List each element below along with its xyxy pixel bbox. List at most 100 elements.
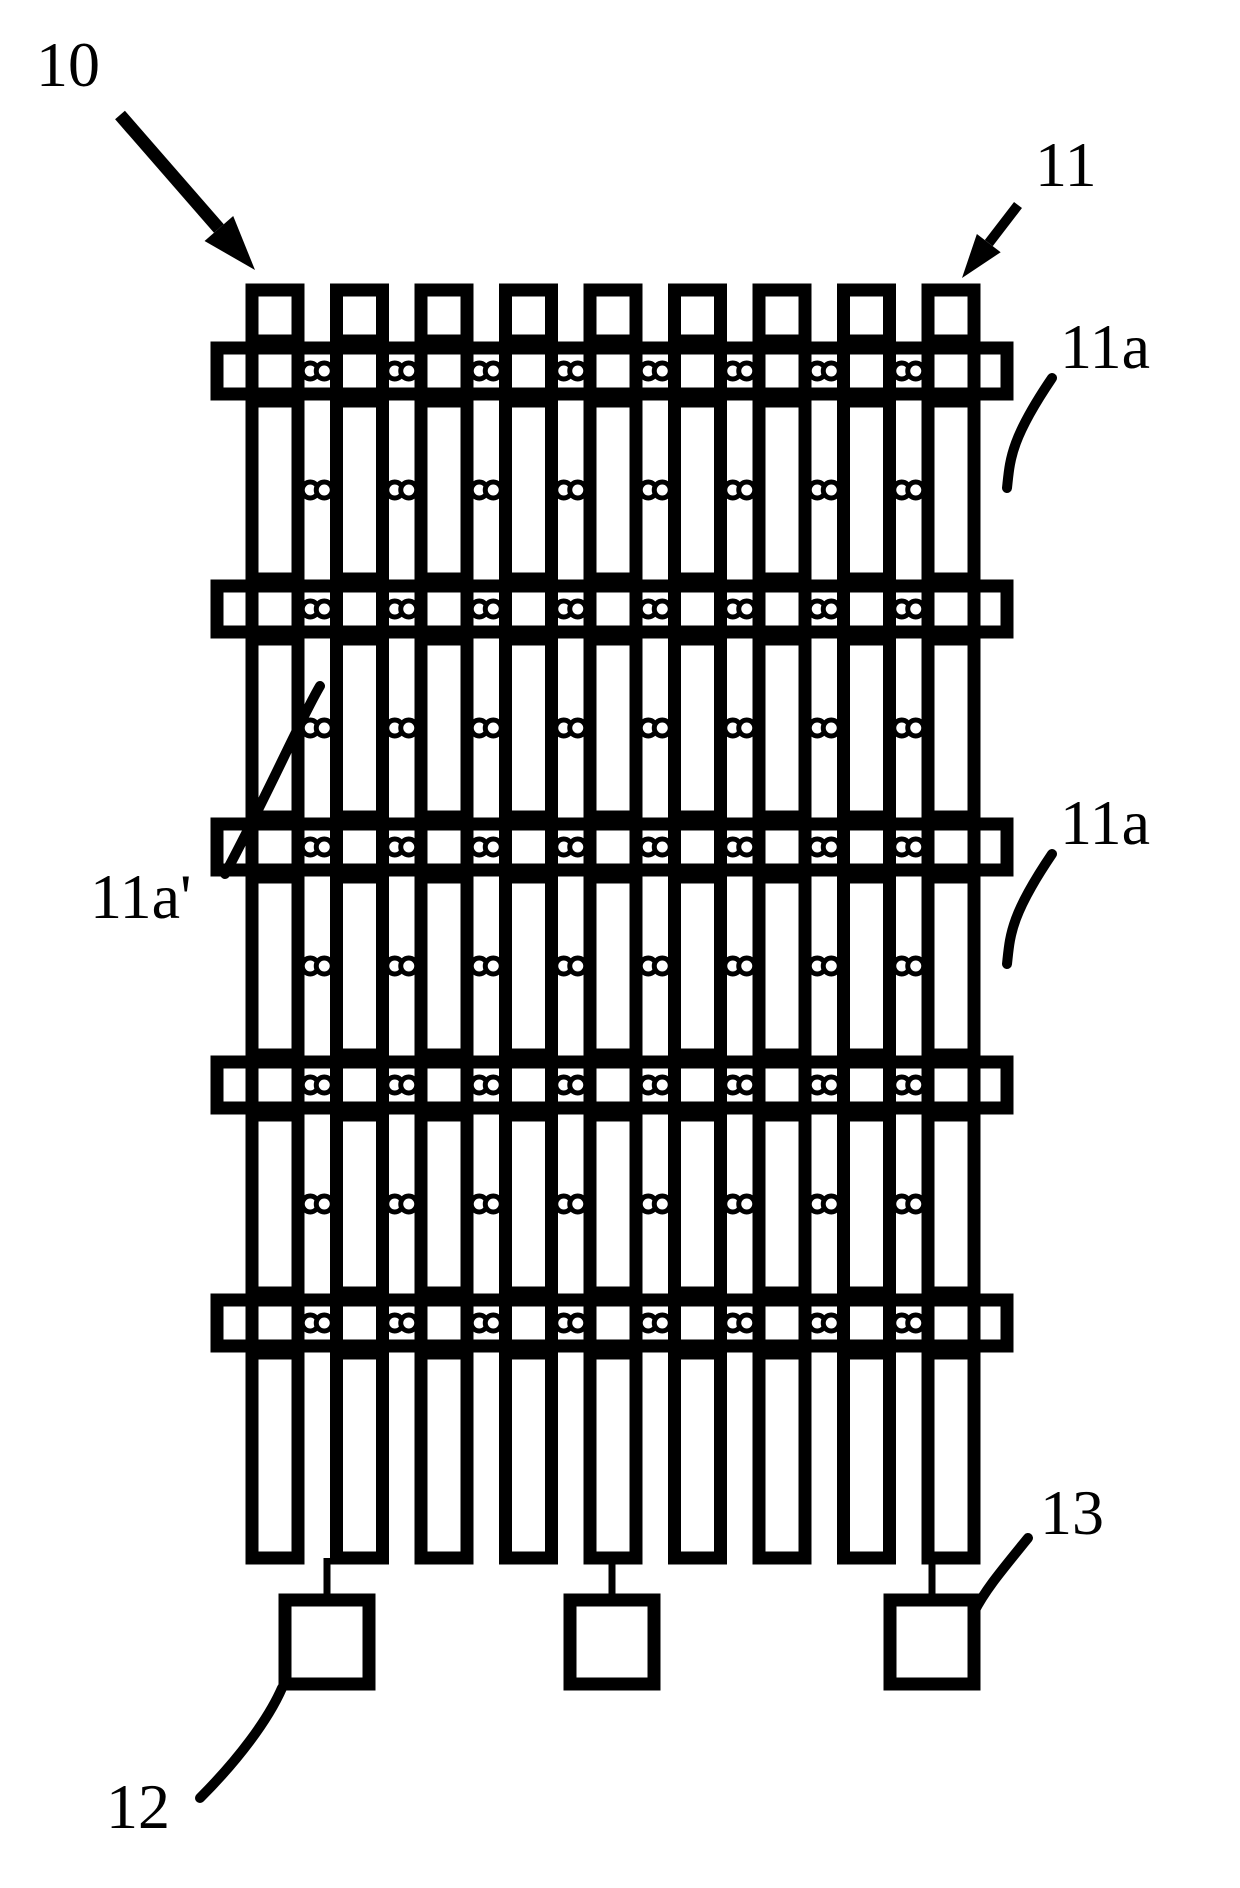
vertical-strip (506, 290, 552, 1558)
junction-dot (401, 1196, 417, 1212)
junction-dot (485, 839, 501, 855)
junction-dot (739, 363, 755, 379)
ref-label-11: 11 (1035, 129, 1097, 200)
junction-dot (570, 720, 586, 736)
junction-dot (570, 1315, 586, 1331)
junction-dot (823, 1315, 839, 1331)
vertical-strip (590, 290, 636, 1558)
junction-dot (739, 839, 755, 855)
junction-dot (823, 958, 839, 974)
junction-dot (485, 601, 501, 617)
leader-curve (1007, 378, 1052, 488)
leader-curve (974, 1538, 1028, 1612)
vertical-strip (252, 290, 298, 1558)
junction-dot (570, 1077, 586, 1093)
ref-label-11ap: 11a' (90, 861, 192, 932)
junction-dot (485, 482, 501, 498)
junction-dot (401, 720, 417, 736)
junction-dot (908, 1196, 924, 1212)
junction-dot (316, 482, 332, 498)
junction-dot (570, 363, 586, 379)
junction-dot (401, 1077, 417, 1093)
junction-dot (739, 720, 755, 736)
junction-dot (316, 839, 332, 855)
junction-dot (823, 720, 839, 736)
junction-dot (908, 482, 924, 498)
junction-dot (654, 363, 670, 379)
junction-dot (570, 958, 586, 974)
ref-label-11a1: 11a (1060, 311, 1150, 382)
junction-dot (485, 1315, 501, 1331)
junction-dot (401, 363, 417, 379)
junction-dot (739, 958, 755, 974)
vertical-strip (928, 290, 974, 1558)
junction-dot (485, 958, 501, 974)
grid-structure (217, 290, 1007, 1558)
junction-dot (908, 839, 924, 855)
junction-dot (401, 482, 417, 498)
junction-dot (401, 1315, 417, 1331)
leader-arrow (962, 205, 1018, 278)
junction-dot (485, 720, 501, 736)
junction-dot (316, 958, 332, 974)
junction-dot (401, 601, 417, 617)
junction-dot (654, 958, 670, 974)
junction-dot (316, 363, 332, 379)
junction-dot (908, 720, 924, 736)
junction-dot (654, 601, 670, 617)
junction-dot (654, 1196, 670, 1212)
junction-dot (570, 1196, 586, 1212)
pad (890, 1600, 974, 1684)
vertical-strip (421, 290, 467, 1558)
patent-figure: 10 11 11a 11a 11a' 13 12 (0, 0, 1240, 1888)
pad (570, 1600, 654, 1684)
pad (285, 1600, 369, 1684)
junction-dot (739, 1315, 755, 1331)
junction-dot (823, 839, 839, 855)
junction-dot (485, 1077, 501, 1093)
leader-curve (1007, 854, 1052, 964)
junction-dot (401, 839, 417, 855)
junction-dot (654, 839, 670, 855)
junction-dot (739, 1196, 755, 1212)
junction-dot (908, 1315, 924, 1331)
ref-label-13: 13 (1040, 1477, 1104, 1548)
leader-curve (200, 1688, 282, 1798)
ref-label-12: 12 (106, 1771, 170, 1842)
junction-dot (316, 720, 332, 736)
junction-dot (739, 482, 755, 498)
junction-dot (739, 1077, 755, 1093)
junction-dot (908, 601, 924, 617)
junction-dot (570, 601, 586, 617)
ref-label-11a2: 11a (1060, 787, 1150, 858)
junction-dot (485, 363, 501, 379)
junction-dot (823, 601, 839, 617)
junction-dot (485, 1196, 501, 1212)
junction-dot (316, 1077, 332, 1093)
ref-label-10: 10 (36, 29, 100, 100)
junction-dot (823, 1077, 839, 1093)
vertical-strip (844, 290, 890, 1558)
junction-dot (316, 1196, 332, 1212)
junction-dot (654, 1315, 670, 1331)
junction-dot (401, 958, 417, 974)
junction-dot (739, 601, 755, 617)
vertical-strip (675, 290, 721, 1558)
junction-dot (823, 482, 839, 498)
junction-dot (316, 1315, 332, 1331)
junction-dot (570, 839, 586, 855)
junction-dot (316, 601, 332, 617)
junction-dot (823, 363, 839, 379)
junction-dot (654, 482, 670, 498)
junction-dot (654, 720, 670, 736)
bottom-pads (285, 1558, 974, 1684)
junction-dot (823, 1196, 839, 1212)
junction-dot (908, 1077, 924, 1093)
leader-arrow (120, 115, 255, 270)
junction-dot (908, 363, 924, 379)
junction-dot (570, 482, 586, 498)
vertical-strip (759, 290, 805, 1558)
junction-dot (908, 958, 924, 974)
vertical-strip (337, 290, 383, 1558)
junction-dot (654, 1077, 670, 1093)
